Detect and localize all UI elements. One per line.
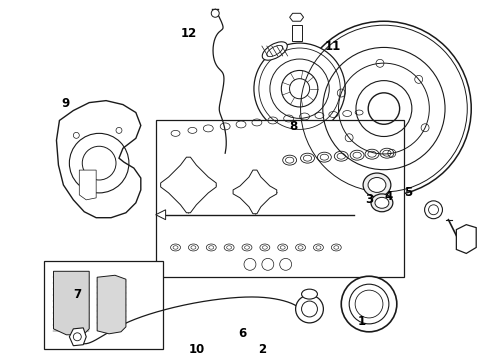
Circle shape — [211, 9, 219, 17]
Text: 8: 8 — [290, 120, 298, 133]
Polygon shape — [79, 170, 96, 200]
Text: 6: 6 — [239, 327, 246, 340]
Ellipse shape — [371, 194, 393, 212]
Polygon shape — [56, 100, 141, 218]
Polygon shape — [233, 170, 277, 214]
Text: 5: 5 — [404, 186, 412, 199]
Polygon shape — [97, 275, 126, 334]
Text: 9: 9 — [61, 97, 69, 110]
Polygon shape — [53, 271, 89, 335]
Circle shape — [341, 276, 397, 332]
Text: 4: 4 — [384, 190, 392, 203]
Polygon shape — [292, 25, 301, 41]
Circle shape — [425, 201, 442, 219]
Bar — [156, 121, 404, 277]
Text: 7: 7 — [73, 288, 81, 301]
Ellipse shape — [375, 197, 389, 208]
Text: 11: 11 — [324, 40, 341, 53]
Circle shape — [254, 43, 345, 134]
Circle shape — [295, 295, 323, 323]
Polygon shape — [156, 210, 166, 220]
Text: 2: 2 — [258, 343, 266, 356]
Ellipse shape — [262, 42, 287, 60]
Text: 12: 12 — [181, 27, 197, 40]
Bar — [44, 261, 163, 349]
Polygon shape — [456, 225, 476, 253]
Polygon shape — [70, 328, 86, 346]
Text: 3: 3 — [365, 193, 373, 206]
Circle shape — [74, 333, 81, 341]
Polygon shape — [290, 13, 303, 21]
Circle shape — [296, 21, 471, 196]
Polygon shape — [161, 157, 216, 213]
Ellipse shape — [301, 289, 318, 299]
Ellipse shape — [368, 177, 386, 192]
Ellipse shape — [363, 173, 391, 197]
Text: 10: 10 — [188, 343, 204, 356]
Circle shape — [301, 301, 318, 317]
Text: 1: 1 — [358, 315, 366, 328]
